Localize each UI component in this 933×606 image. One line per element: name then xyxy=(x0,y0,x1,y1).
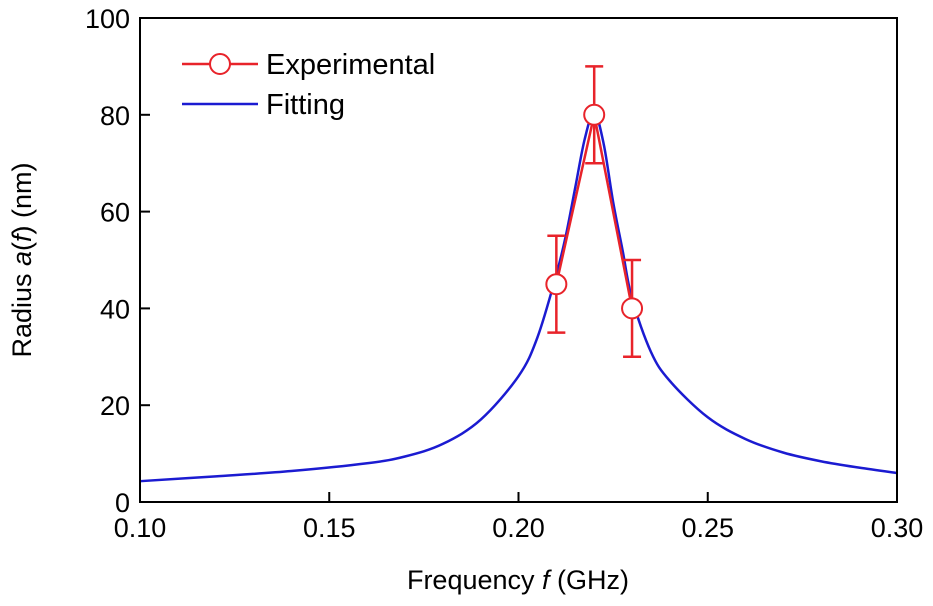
x-tick-label: 0.30 xyxy=(871,513,924,543)
x-tick-label: 0.15 xyxy=(303,513,356,543)
y-tick-label: 60 xyxy=(100,198,130,228)
y-tick-label: 20 xyxy=(100,391,130,421)
y-axis-label: Radius a(f) (nm) xyxy=(7,162,37,357)
experimental-point xyxy=(621,297,644,320)
x-tick-label: 0.20 xyxy=(492,513,545,543)
legend: Experimental Fitting xyxy=(182,49,435,121)
experimental-point xyxy=(583,103,606,126)
experimental-point xyxy=(545,273,568,296)
y-tick-label: 0 xyxy=(115,488,130,518)
x-tick-label: 0.25 xyxy=(681,513,734,543)
fitting-curve xyxy=(139,111,898,483)
legend-experimental-label: Experimental xyxy=(266,49,435,81)
fitting-layer xyxy=(139,111,898,483)
y-tick-label: 100 xyxy=(85,4,130,34)
legend-experimental-marker xyxy=(209,53,231,75)
x-axis-label: Frequency f (GHz) xyxy=(407,565,629,595)
x-tick-label: 0.10 xyxy=(114,513,167,543)
y-tick-label: 80 xyxy=(100,101,130,131)
y-tick-label: 40 xyxy=(100,294,130,324)
legend-fitting-label: Fitting xyxy=(266,89,345,121)
plot-frame xyxy=(139,17,898,503)
ticks-layer: 0.10 0.15 0.20 0.25 0.30 0 20 40 60 80 100 xyxy=(85,4,923,543)
experimental-layer xyxy=(545,65,644,359)
